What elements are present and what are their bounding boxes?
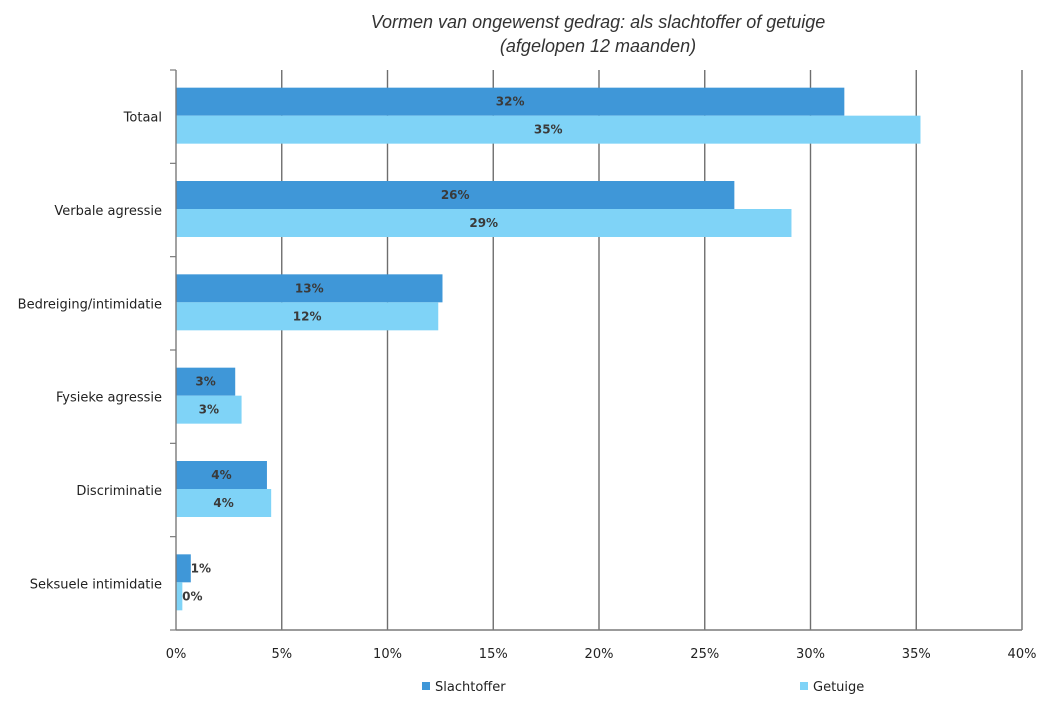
data-label: 13%	[295, 281, 324, 295]
axes	[170, 69, 1022, 631]
bar-slachtoffer	[176, 274, 443, 303]
bar-slachtoffer	[176, 461, 267, 489]
data-label: 29%	[469, 216, 498, 230]
data-label: 1%	[191, 561, 211, 575]
data-label: 3%	[199, 403, 219, 417]
category-label: Verbale agressie	[54, 204, 162, 219]
bar-getuige	[176, 489, 272, 517]
bar-slachtoffer	[176, 367, 236, 396]
x-tick-label: 30%	[796, 647, 825, 662]
x-tick-label: 40%	[1008, 647, 1037, 662]
data-label: 12%	[293, 309, 322, 323]
legend-swatch	[422, 682, 430, 690]
x-tick-label: 35%	[902, 647, 931, 662]
x-tick-label: 20%	[585, 647, 614, 662]
category-label: Totaal	[123, 111, 162, 126]
legend-label: Slachtoffer	[435, 680, 506, 695]
gridlines	[281, 70, 1023, 630]
bar-getuige	[176, 209, 792, 237]
x-tick-label: 10%	[373, 647, 402, 662]
category-label: Discriminatie	[76, 484, 162, 499]
bar-slachtoffer	[176, 181, 735, 209]
legend-label: Getuige	[813, 680, 864, 695]
x-tick-label: 0%	[166, 647, 187, 662]
bar-slachtoffer	[176, 554, 191, 583]
data-label: 4%	[213, 496, 233, 510]
data-label: 35%	[534, 123, 563, 137]
data-label: 32%	[496, 95, 525, 109]
bar-slachtoffer	[176, 87, 845, 116]
x-tick-label: 5%	[271, 647, 292, 662]
bars	[176, 87, 921, 611]
category-label: Bedreiging/intimidatie	[18, 297, 162, 312]
bar-getuige	[176, 115, 921, 144]
chart-title: Vormen van ongewenst gedrag: als slachto…	[371, 12, 826, 32]
bar-getuige	[176, 395, 242, 424]
labels: 0% 5% 10% 15% 20% 25% 30% 35% 40% Totaal 32% 35% Ver…	[18, 95, 1037, 662]
x-tick-label: 15%	[479, 647, 508, 662]
chart-subtitle: (afgelopen 12 maanden)	[500, 36, 696, 56]
x-tick-label: 25%	[690, 647, 719, 662]
legend-swatch	[800, 682, 808, 690]
data-label: 0%	[182, 589, 202, 603]
data-label: 26%	[441, 188, 470, 202]
data-label: 3%	[195, 375, 215, 389]
bar-getuige	[176, 302, 439, 331]
data-label: 4%	[211, 468, 231, 482]
bar-getuige	[176, 582, 183, 611]
category-label: Seksuele intimidatie	[30, 577, 162, 592]
legend: Slachtoffer Getuige	[422, 680, 864, 695]
category-label: Fysieke agressie	[56, 391, 162, 406]
